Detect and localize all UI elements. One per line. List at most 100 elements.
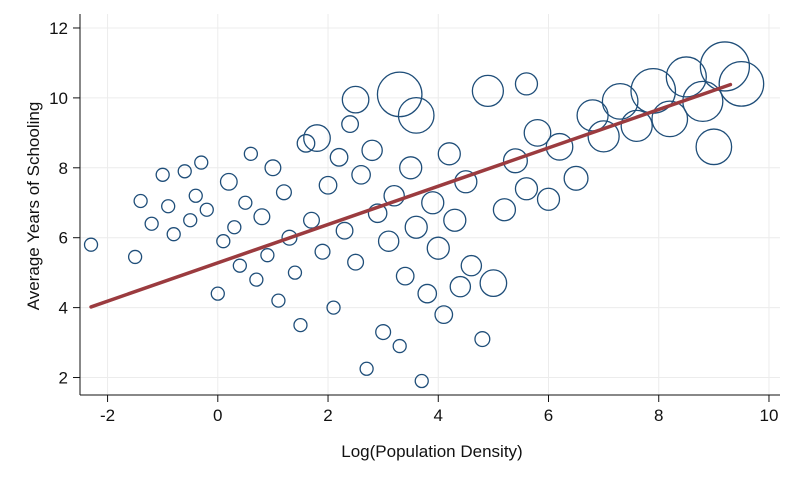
- scatter-point: [392, 338, 407, 354]
- x-tick-label: 10: [760, 406, 779, 425]
- scatter-point: [161, 199, 176, 214]
- scatter-point: [216, 234, 231, 249]
- x-tick-label: -2: [100, 406, 115, 425]
- scatter-point: [718, 61, 765, 107]
- scatter-point: [303, 124, 331, 152]
- x-tick-label: 0: [213, 406, 222, 425]
- x-tick-label: 6: [544, 406, 553, 425]
- scatter-point: [563, 165, 589, 191]
- scatter-point: [329, 147, 349, 167]
- scatter-point: [243, 146, 259, 161]
- scatter-point: [414, 373, 429, 389]
- axes: [79, 14, 780, 396]
- scatter-point: [523, 118, 552, 147]
- scatter-point: [210, 286, 225, 301]
- scatter-point: [417, 283, 438, 304]
- scatter-point: [341, 115, 360, 134]
- scatter-point: [219, 172, 238, 191]
- scatter-point: [314, 243, 331, 260]
- scatter-point: [199, 202, 214, 217]
- scatter-point: [587, 120, 620, 153]
- y-axis-title: Average Years of Schooling: [24, 102, 43, 311]
- scatter-point: [341, 85, 370, 114]
- scatter-point: [347, 253, 365, 271]
- y-tick-label: 12: [49, 19, 68, 38]
- fit-line: [89, 82, 733, 309]
- scatter-point: [514, 72, 539, 96]
- scatter-point: [183, 213, 198, 228]
- scatter-points: [83, 41, 765, 389]
- scatter-point: [232, 258, 247, 273]
- scatter-point: [83, 237, 99, 252]
- scatter-point: [238, 195, 253, 210]
- scatter-point: [376, 71, 423, 118]
- scatter-point: [695, 128, 733, 166]
- scatter-point: [434, 305, 454, 325]
- scatter-point: [492, 198, 517, 222]
- x-tick-label: 2: [323, 406, 332, 425]
- scatter-point: [188, 188, 203, 203]
- scatter-point: [361, 139, 383, 162]
- scatter-point: [383, 185, 405, 207]
- scatter-point: [287, 265, 303, 280]
- scatter-point: [367, 203, 388, 224]
- scatter-point: [166, 227, 181, 242]
- scatter-point: [437, 142, 461, 166]
- scatter-point: [449, 275, 472, 298]
- scatter-point: [460, 254, 483, 277]
- scatter-point: [471, 74, 505, 108]
- y-tick-label: 8: [59, 159, 68, 178]
- scatter-point: [155, 167, 170, 182]
- scatter-point: [264, 159, 282, 177]
- scatter-point: [601, 82, 639, 120]
- scatter-point: [275, 184, 292, 201]
- scatter-point: [326, 300, 341, 315]
- y-tick-label: 2: [59, 369, 68, 388]
- scatter-point: [502, 148, 528, 174]
- scatter-point: [665, 56, 707, 98]
- scatter-point: [271, 293, 286, 308]
- scatter-point: [536, 187, 561, 211]
- scatter-point: [249, 272, 264, 287]
- scatter-point: [377, 230, 400, 252]
- scatter-point: [281, 229, 298, 246]
- y-tick-label: 4: [59, 299, 68, 318]
- scatter-point: [397, 96, 435, 134]
- scatter-point: [194, 155, 209, 170]
- scatter-point: [335, 221, 354, 240]
- scatter-point: [474, 331, 491, 348]
- scatter-point: [302, 211, 320, 229]
- scatter-point: [260, 248, 275, 263]
- scatter-point: [296, 133, 316, 153]
- scatter-point: [133, 193, 148, 209]
- scatter-point: [177, 164, 192, 179]
- y-tick-label: 6: [59, 229, 68, 248]
- scatter-point: [479, 269, 508, 298]
- scatter-point: [351, 164, 371, 185]
- scatter-point: [293, 317, 308, 333]
- y-tick-label: 10: [49, 89, 68, 108]
- y-ticks: 2 4 6 8 10 12: [49, 19, 80, 388]
- x-axis-title: Log(Population Density): [341, 442, 522, 461]
- x-tick-label: 4: [434, 406, 443, 425]
- scatter-point: [651, 100, 689, 138]
- scatter-point: [127, 249, 143, 265]
- x-ticks: -2 0 2 4 6 8 10: [100, 395, 778, 425]
- scatter-point: [699, 41, 751, 92]
- x-tick-label: 8: [654, 406, 663, 425]
- scatter-point: [144, 216, 159, 231]
- scatter-point: [443, 208, 467, 232]
- scatter-point: [395, 266, 415, 286]
- scatter-point: [399, 156, 423, 180]
- scatter-point: [359, 361, 374, 376]
- scatter-point: [253, 208, 271, 226]
- scatter-point: [426, 236, 450, 260]
- scatter-point: [620, 109, 653, 143]
- scatter-point: [421, 191, 445, 215]
- scatter-point: [514, 177, 539, 201]
- scatter-point: [318, 175, 338, 195]
- scatter-point: [375, 324, 392, 341]
- scatter-point: [404, 215, 428, 239]
- grid: [80, 14, 780, 395]
